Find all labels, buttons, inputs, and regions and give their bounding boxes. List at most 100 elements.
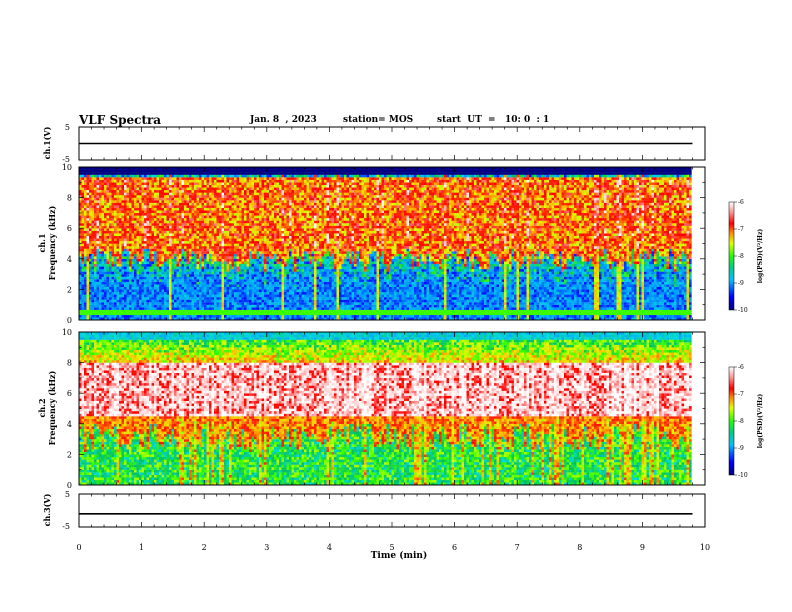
spectrogram-cell	[104, 215, 107, 218]
spectrogram-cell	[104, 305, 107, 308]
spectrogram-cell	[92, 233, 95, 236]
spectrogram-cell	[129, 210, 132, 213]
spectrogram-cell	[119, 307, 122, 310]
spectrogram-cell	[122, 269, 125, 272]
spectrogram-cell	[82, 244, 85, 247]
spectrogram-cell	[109, 185, 112, 188]
spectrogram-cell	[122, 193, 125, 196]
spectrogram-cell	[132, 305, 135, 308]
spectrogram-cell	[112, 228, 115, 231]
spectrogram-cell	[94, 236, 97, 239]
spectrogram-cell	[132, 292, 135, 295]
vlf-spectra-figure: 5 -5 ch.1(V) 0246810 ch.1 Frequency (kHz…	[0, 0, 792, 612]
spectrogram-cell	[107, 182, 110, 185]
spectrogram-cell	[82, 264, 85, 267]
spectrogram-cell	[99, 233, 102, 236]
spectrogram-cell	[129, 223, 132, 226]
spectrogram-cell	[99, 315, 102, 318]
spectrogram-cell	[112, 170, 115, 173]
spectrogram-cell	[117, 223, 120, 226]
spectrogram-cell	[82, 228, 85, 231]
spectrogram-cell	[97, 259, 100, 262]
spectrogram-cell	[117, 198, 120, 201]
spectrogram-cell	[89, 246, 92, 249]
spectrogram-cell	[89, 277, 92, 280]
spectrogram-cell	[112, 297, 115, 300]
spectrogram-cell	[119, 218, 122, 221]
spectrogram-cell	[127, 246, 130, 249]
spectrogram-cell	[124, 190, 127, 193]
spectrogram-cell	[99, 310, 102, 313]
spectrogram-cell	[107, 264, 110, 267]
spectrogram-cell	[94, 272, 97, 275]
spectrogram-cell	[127, 213, 130, 216]
spectrogram-cell	[97, 213, 100, 216]
spectrogram-cell	[107, 195, 110, 198]
spectrogram-cell	[97, 180, 100, 183]
spectrogram-cell	[112, 272, 115, 275]
spectrogram-cell	[114, 310, 117, 313]
spectrogram-cell	[132, 300, 135, 303]
spectrogram-cell	[124, 251, 127, 254]
spectrogram-cell	[114, 172, 117, 175]
spectrogram-cell	[107, 226, 110, 229]
spectrogram-cell	[89, 180, 92, 183]
spectrogram-cell	[84, 305, 87, 308]
spectrogram-cell	[92, 256, 95, 259]
spectrogram-cell	[89, 254, 92, 257]
spectrogram-cell	[107, 241, 110, 244]
spectrogram-cell	[134, 310, 137, 313]
spectrogram-cell	[119, 312, 122, 315]
spectrogram-cell	[112, 295, 115, 298]
spectrogram-cell	[129, 177, 132, 180]
spectrogram-cell	[87, 241, 90, 244]
spectrogram-cell	[117, 205, 120, 208]
spectrogram-cell	[109, 193, 112, 196]
spectrogram-cell	[87, 272, 90, 275]
spectrogram-cell	[112, 264, 115, 267]
spectrogram-cell	[114, 315, 117, 318]
spectrogram-cell	[107, 198, 110, 201]
spectrogram-cell	[84, 297, 87, 300]
spectrogram-cell	[102, 203, 105, 206]
spectrogram-cell	[84, 236, 87, 239]
spectrogram-cell	[104, 266, 107, 269]
spectrogram-cell	[129, 249, 132, 252]
spectrogram-cell	[89, 218, 92, 221]
spectrogram-cell	[109, 269, 112, 272]
spectrogram-cell	[82, 266, 85, 269]
spectrogram-cell	[107, 312, 110, 315]
spectrogram-cell	[129, 272, 132, 275]
spectrogram-cell	[97, 190, 100, 193]
spectrogram-cell	[107, 238, 110, 241]
spectrogram-cell	[132, 198, 135, 201]
spectrogram-cell	[127, 231, 130, 234]
spectrogram-cell	[92, 195, 95, 198]
spectrogram-cell	[114, 312, 117, 315]
spectrogram-cell	[107, 231, 110, 234]
spectrogram-cell	[132, 205, 135, 208]
spectrogram-cell	[97, 266, 100, 269]
spectrogram-cell	[89, 259, 92, 262]
spectrogram-cell	[112, 238, 115, 241]
spectrogram-cell	[92, 310, 95, 313]
spectrogram-cell	[117, 170, 120, 173]
spectrogram-cell	[112, 182, 115, 185]
spectrogram-cell	[127, 274, 130, 277]
spectrogram-cell	[82, 231, 85, 234]
spectrogram-cell	[129, 182, 132, 185]
spectrogram-cell	[87, 292, 90, 295]
spectrogram-cell	[127, 170, 130, 173]
spectrogram-cell	[87, 246, 90, 249]
spectrogram-cell	[89, 172, 92, 175]
spectrogram-cell	[129, 302, 132, 305]
spectrogram-cell	[117, 200, 120, 203]
ch1-voltage-panel	[79, 127, 705, 160]
spectrogram-cell	[119, 185, 122, 188]
spectrogram-cell	[84, 264, 87, 267]
spectrogram-cell	[102, 292, 105, 295]
spectrogram-cell	[112, 185, 115, 188]
spectrogram-cell	[94, 282, 97, 285]
spectrogram-cell	[87, 287, 90, 290]
spectrogram-cell	[87, 249, 90, 252]
